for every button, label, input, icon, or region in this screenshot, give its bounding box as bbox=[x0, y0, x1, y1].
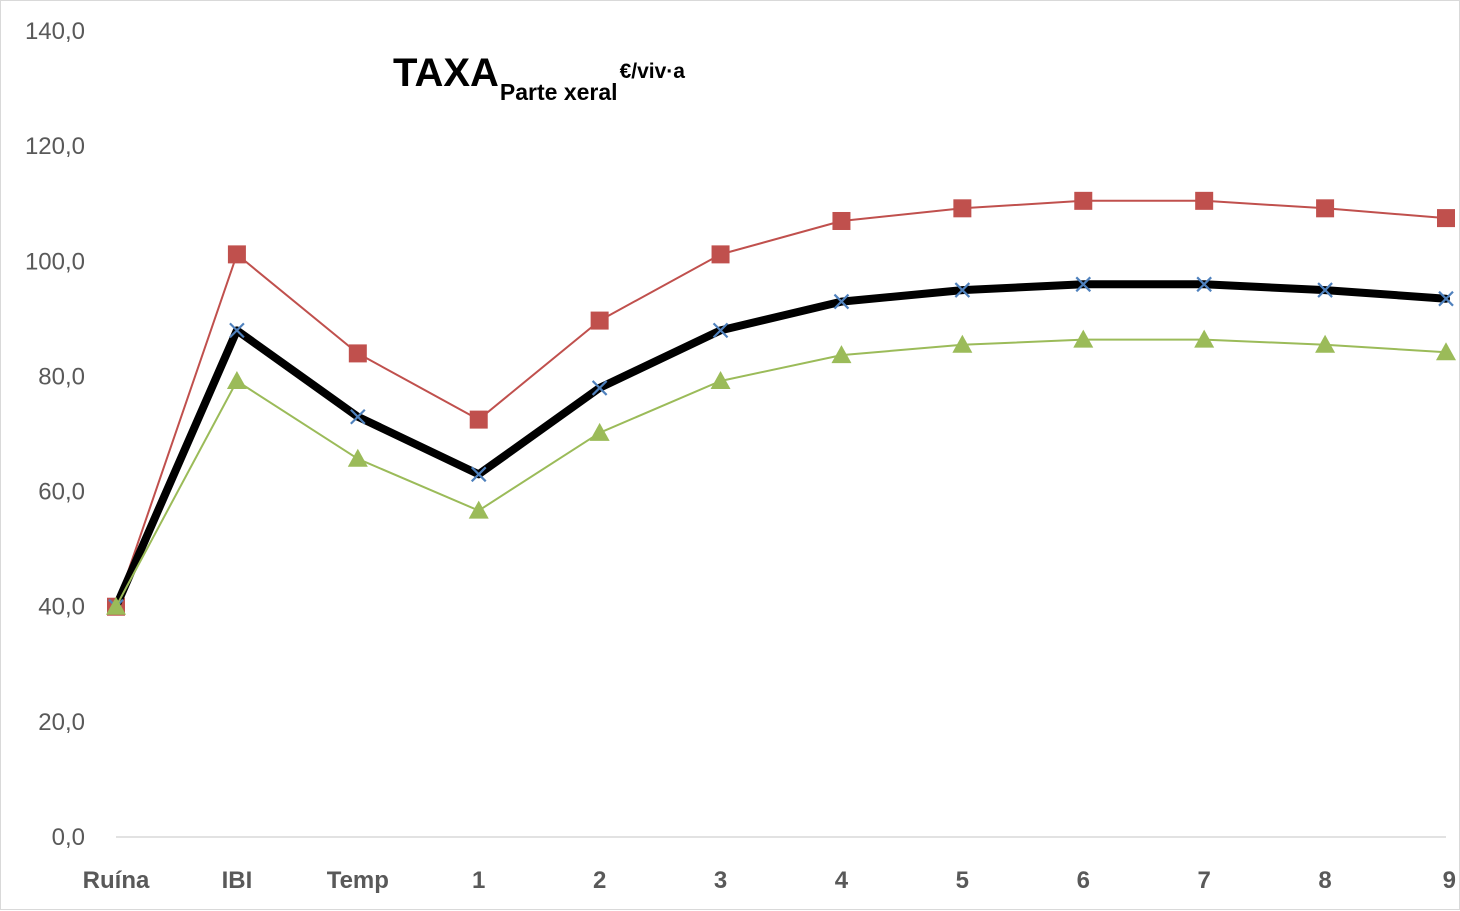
y-tick-label: 100,0 bbox=[25, 248, 85, 275]
chart-title-subscript: Parte xeral bbox=[499, 79, 618, 105]
data-point-square bbox=[953, 199, 972, 218]
chart-title-superscript: €/viv·a bbox=[619, 60, 685, 83]
data-point-triangle bbox=[589, 422, 610, 441]
y-tick-label: 80,0 bbox=[38, 363, 85, 390]
data-point-x bbox=[1075, 276, 1092, 293]
y-tick-label: 40,0 bbox=[38, 594, 85, 621]
chart-title: TAXAParte xeral€/viv·a bbox=[393, 51, 685, 104]
data-point-square bbox=[469, 410, 488, 429]
data-point-x bbox=[229, 322, 245, 339]
data-point-x bbox=[1317, 282, 1333, 298]
data-point-x bbox=[1196, 276, 1212, 293]
x-tick-label: 3 bbox=[714, 867, 727, 894]
series-line-2 bbox=[112, 280, 1450, 611]
data-point-x bbox=[350, 408, 366, 425]
data-point-square bbox=[590, 311, 609, 330]
data-point-triangle bbox=[1194, 329, 1215, 348]
data-point-x bbox=[712, 322, 729, 339]
data-point-triangle bbox=[1436, 342, 1456, 361]
data-point-x bbox=[470, 466, 487, 483]
data-point-square bbox=[348, 344, 367, 363]
axis-layer: 0,0 20,0 40,0 60,0 80,0 100,0 120,0 140,0 Ruína I… bbox=[25, 18, 1456, 894]
data-point-square bbox=[1195, 191, 1214, 210]
data-point-triangle bbox=[710, 371, 731, 390]
data-point-triangle bbox=[106, 596, 126, 615]
y-tick-label: 140,0 bbox=[25, 18, 85, 45]
x-tick-label: 5 bbox=[956, 867, 969, 894]
series-line-3 bbox=[115, 338, 1447, 608]
data-point-triangle bbox=[1073, 329, 1094, 348]
data-point-triangle bbox=[468, 500, 489, 519]
x-tick-label: 2 bbox=[593, 867, 606, 894]
x-tick-label: Temp bbox=[327, 867, 389, 894]
data-point-triangle bbox=[347, 448, 368, 467]
y-tick-label: 0,0 bbox=[52, 824, 85, 851]
data-point-square bbox=[711, 245, 730, 264]
x-tick-label: 9 bbox=[1443, 867, 1456, 894]
data-point-x bbox=[591, 380, 608, 396]
data-point-x bbox=[1438, 290, 1454, 307]
data-point-square bbox=[832, 211, 851, 230]
data-point-square bbox=[227, 245, 246, 264]
series-line-1 bbox=[115, 199, 1447, 608]
data-point-triangle bbox=[1315, 334, 1336, 353]
data-point-square bbox=[1437, 209, 1455, 228]
data-point-square bbox=[1316, 199, 1335, 218]
data-point-triangle bbox=[831, 345, 852, 364]
y-tick-label: 20,0 bbox=[38, 709, 85, 736]
x-tick-label: 4 bbox=[835, 867, 849, 894]
y-tick-label: 60,0 bbox=[38, 479, 85, 506]
x-tick-label: Ruína bbox=[83, 867, 150, 894]
data-point-x bbox=[954, 282, 971, 298]
data-point-square bbox=[1074, 191, 1093, 210]
data-point-triangle bbox=[226, 371, 247, 390]
x-tick-label: 1 bbox=[472, 867, 485, 894]
y-tick-label: 120,0 bbox=[25, 133, 85, 160]
data-point-triangle bbox=[952, 334, 973, 353]
x-tick-label: 8 bbox=[1318, 867, 1331, 894]
chart-title-main: TAXA bbox=[393, 51, 499, 95]
series-layer bbox=[106, 191, 1456, 616]
data-point-x bbox=[833, 293, 850, 310]
x-tick-label: 7 bbox=[1198, 867, 1211, 894]
x-tick-label: IBI bbox=[222, 867, 253, 894]
x-tick-label: 6 bbox=[1077, 867, 1090, 894]
